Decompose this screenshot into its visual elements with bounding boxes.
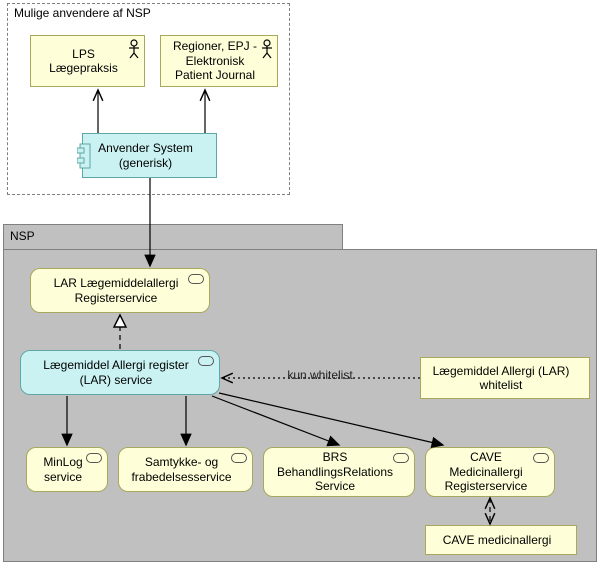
service-icon xyxy=(188,274,204,284)
node-anvender-line1: Anvender System xyxy=(98,141,193,155)
node-samtykke-line2: frabedelsesservice xyxy=(131,470,231,484)
node-minlog-line1: MinLog xyxy=(43,455,82,469)
node-anvender: Anvender System (generisk) xyxy=(82,133,217,178)
service-icon xyxy=(393,453,409,463)
node-whitelist-line1: Lægemiddel Allergi (LAR) xyxy=(433,364,570,378)
node-cave-reg: CAVE Medicinallergi Registerservice xyxy=(425,447,555,497)
node-cave-med: CAVE medicinallergi xyxy=(425,525,577,555)
node-lar-svc-line2: (LAR) service xyxy=(80,373,153,387)
node-samtykke: Samtykke- og frabedelsesservice xyxy=(118,447,253,492)
service-icon xyxy=(198,356,214,366)
node-brs: BRS BehandlingsRelations Service xyxy=(263,447,415,497)
node-minlog-line2: service xyxy=(44,470,82,484)
service-icon xyxy=(231,453,247,463)
node-lps-line2: Lægepraksis xyxy=(49,61,118,75)
node-brs-line2: BehandlingsRelations xyxy=(277,465,393,479)
node-whitelist-line2: whitelist xyxy=(480,378,523,392)
node-epj-line3: Patient Journal xyxy=(175,68,255,82)
group-users-label: Mulige anvendere af NSP xyxy=(12,6,153,20)
node-anvender-line2: (generisk) xyxy=(119,156,172,170)
node-brs-line3: Service xyxy=(315,479,355,493)
node-minlog: MinLog service xyxy=(26,447,108,492)
group-nsp-label: NSP xyxy=(10,229,35,243)
node-lar-svc-line1: Lægemiddel Allergi register xyxy=(43,358,188,372)
node-lps: LPS Lægepraksis xyxy=(30,35,145,87)
service-icon xyxy=(86,453,102,463)
node-epj-line2: Elektronisk xyxy=(186,54,245,68)
node-epj-line1: Regioner, EPJ - xyxy=(173,39,257,53)
service-icon xyxy=(533,453,549,463)
node-epj: Regioner, EPJ - Elektronisk Patient Jour… xyxy=(160,35,278,87)
node-lar-reg-line2: Registerservice xyxy=(75,291,158,305)
node-lar-reg: LAR Lægemiddelallergi Registerservice xyxy=(30,268,210,313)
group-nsp-tab: NSP xyxy=(3,224,343,250)
actor-icon xyxy=(127,39,141,59)
node-samtykke-line1: Samtykke- og xyxy=(145,455,218,469)
node-lar-svc: Lægemiddel Allergi register (LAR) servic… xyxy=(20,350,220,395)
node-lps-line1: LPS xyxy=(72,47,95,61)
node-cave-reg-line2: Medicinallergi xyxy=(449,465,522,479)
node-cave-med-line1: CAVE medicinallergi xyxy=(443,533,552,547)
component-icon xyxy=(77,143,91,169)
edge-label-whitelist: kun whitelist xyxy=(275,368,365,382)
node-lar-reg-line1: LAR Lægemiddelallergi xyxy=(54,276,179,290)
actor-icon xyxy=(260,39,274,59)
node-brs-line1: BRS xyxy=(323,450,348,464)
node-cave-reg-line3: Registerservice xyxy=(445,479,528,493)
node-whitelist: Lægemiddel Allergi (LAR) whitelist xyxy=(420,357,590,399)
node-cave-reg-line1: CAVE xyxy=(470,450,502,464)
